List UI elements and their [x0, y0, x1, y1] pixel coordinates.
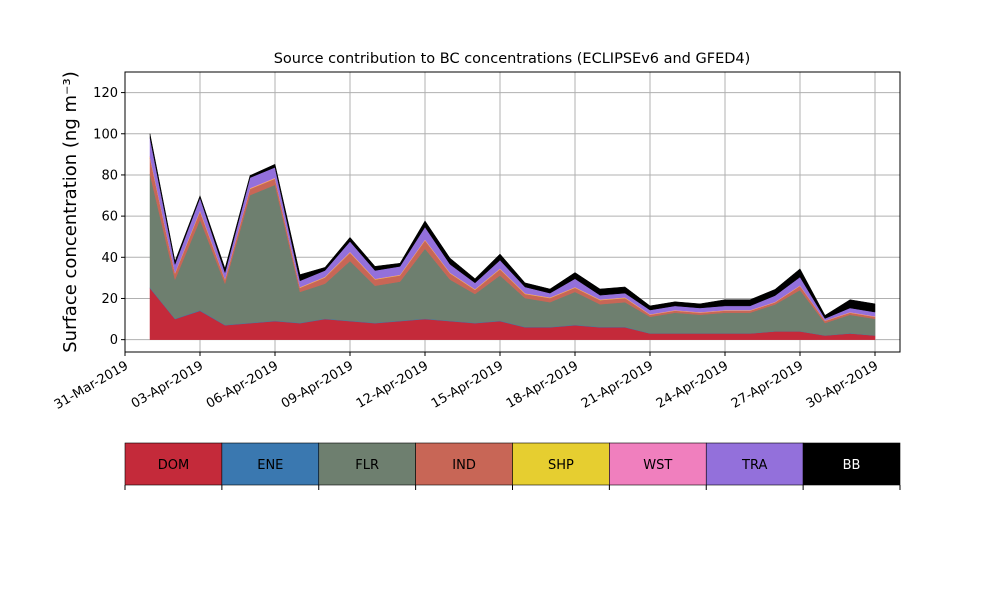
y-tick-label: 20 — [101, 292, 118, 307]
y-tick-label: 0 — [110, 333, 118, 348]
legend-label: TRA — [741, 458, 767, 473]
x-tick-label: 31-Mar-2019 — [52, 358, 131, 412]
x-tick-label: 18-Apr-2019 — [504, 358, 581, 411]
y-tick-label: 100 — [93, 127, 118, 142]
y-tick-label: 80 — [101, 168, 118, 183]
x-tick-label: 15-Apr-2019 — [429, 358, 506, 411]
y-axis-label: Surface concentration (ng m⁻³) — [60, 71, 81, 353]
x-tick-label: 27-Apr-2019 — [729, 358, 806, 411]
legend-label: FLR — [355, 458, 379, 473]
x-tick-label: 24-Apr-2019 — [654, 358, 731, 411]
legend-swatch — [124, 442, 223, 486]
x-tick-label: 21-Apr-2019 — [579, 358, 656, 411]
legend-swatch — [802, 442, 901, 486]
plot-frame — [124, 71, 901, 353]
legend-swatch — [512, 442, 610, 486]
legend-label: IND — [452, 458, 476, 473]
legend-label: SHP — [548, 458, 574, 473]
x-tick-label: 30-Apr-2019 — [804, 358, 881, 411]
legend-label: BB — [843, 458, 861, 473]
x-tick-label: 06-Apr-2019 — [204, 358, 281, 411]
legend-swatch — [221, 442, 320, 486]
legend-label: ENE — [257, 458, 283, 473]
legend-swatch — [415, 442, 513, 486]
legend-swatch — [318, 442, 416, 486]
legend-swatch — [705, 442, 804, 486]
y-tick-label: 40 — [101, 251, 118, 266]
chart-title: Source contribution to BC concentrations… — [274, 51, 751, 67]
legend-swatch — [609, 442, 707, 486]
x-tick-label: 12-Apr-2019 — [354, 358, 431, 411]
area — [149, 133, 876, 319]
y-tick-label: 120 — [93, 86, 118, 101]
legend-label: DOM — [158, 458, 189, 473]
x-tick-label: 09-Apr-2019 — [279, 358, 356, 411]
y-tick-label: 60 — [101, 210, 118, 225]
area — [149, 174, 876, 336]
legend-label: WST — [643, 458, 672, 473]
x-tick-label: 03-Apr-2019 — [129, 358, 206, 411]
